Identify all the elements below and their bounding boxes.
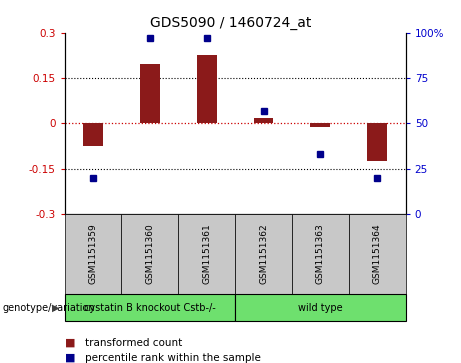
- Text: GSM1151360: GSM1151360: [145, 224, 154, 285]
- Text: ■: ■: [65, 338, 75, 348]
- Text: GDS5090 / 1460724_at: GDS5090 / 1460724_at: [150, 16, 311, 30]
- Bar: [83, 123, 103, 146]
- Text: GSM1151364: GSM1151364: [373, 224, 382, 285]
- Text: GSM1151361: GSM1151361: [202, 224, 211, 285]
- Bar: [367, 123, 387, 161]
- Text: GSM1151359: GSM1151359: [89, 224, 97, 285]
- Text: genotype/variation: genotype/variation: [2, 303, 95, 313]
- Bar: [254, 118, 273, 123]
- Text: ▶: ▶: [53, 303, 60, 313]
- Text: percentile rank within the sample: percentile rank within the sample: [85, 352, 261, 363]
- Text: ■: ■: [65, 352, 75, 363]
- Text: GSM1151362: GSM1151362: [259, 224, 268, 285]
- Bar: [140, 65, 160, 123]
- Text: transformed count: transformed count: [85, 338, 183, 348]
- Bar: [310, 123, 331, 127]
- Text: GSM1151363: GSM1151363: [316, 224, 325, 285]
- Text: cystatin B knockout Cstb-/-: cystatin B knockout Cstb-/-: [84, 303, 216, 313]
- Bar: [197, 55, 217, 123]
- Text: wild type: wild type: [298, 303, 343, 313]
